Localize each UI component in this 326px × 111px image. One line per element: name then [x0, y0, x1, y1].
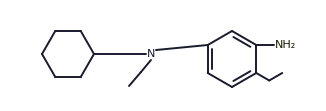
Text: N: N [147, 49, 155, 59]
Text: NH₂: NH₂ [275, 40, 297, 50]
